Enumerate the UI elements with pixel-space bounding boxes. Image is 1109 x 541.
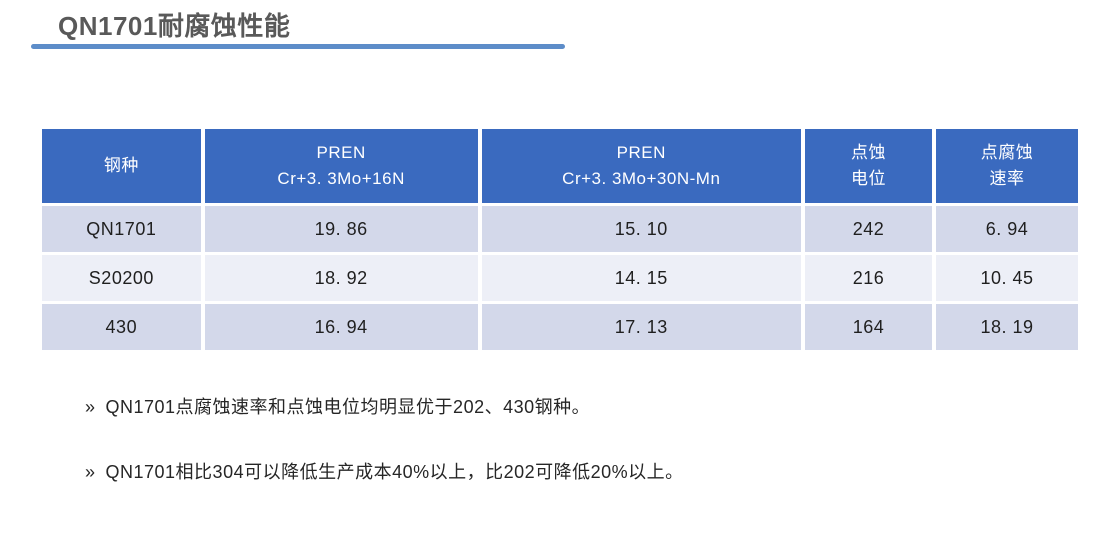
header-cell-steel-grade: 钢种	[42, 129, 201, 203]
table-cell-qn1701-pren16n: 19. 86	[204, 206, 478, 252]
note-text: QN1701点腐蚀速率和点蚀电位均明显优于202、430钢种。	[105, 397, 591, 417]
table-cell-qn1701-grade: QN1701	[42, 206, 201, 252]
header-line2: 电位	[851, 169, 887, 188]
header-cell-pren-30n-mn: PREN Cr+3. 3Mo+30N-Mn	[481, 129, 801, 203]
table-cell-s20200-pren16n: 18. 92	[204, 255, 478, 301]
header-line2: Cr+3. 3Mo+16N	[277, 169, 405, 188]
header-cell-pitting-corrosion-rate: 点腐蚀 速率	[936, 129, 1078, 203]
header-line1: 钢种	[103, 155, 139, 175]
header-line1: 点腐蚀	[980, 142, 1034, 162]
table-cell-430-pren30n: 17. 13	[481, 304, 801, 350]
header-line2: 速率	[989, 169, 1025, 188]
title-underline	[31, 44, 565, 49]
note-item-1: » QN1701点腐蚀速率和点蚀电位均明显优于202、430钢种。	[85, 393, 590, 419]
table-cell-430-potential: 164	[804, 304, 933, 350]
note-item-2: » QN1701相比304可以降低生产成本40%以上，比202可降低20%以上。	[85, 458, 684, 484]
table-cell-430-pren16n: 16. 94	[204, 304, 478, 350]
corrosion-performance-table: 钢种 PREN Cr+3. 3Mo+16N PREN Cr+3. 3Mo+30N-M…	[42, 129, 1078, 350]
table-cell-430-rate: 18. 19	[936, 304, 1078, 350]
header-line1: PREN	[616, 142, 666, 162]
header-line1: 点蚀	[851, 142, 887, 162]
table-cell-qn1701-pren30n: 15. 10	[481, 206, 801, 252]
table-cell-qn1701-rate: 6. 94	[936, 206, 1078, 252]
table-cell-430-grade: 430	[42, 304, 201, 350]
header-line1: PREN	[316, 142, 366, 162]
page-title: QN1701耐腐蚀性能	[58, 11, 291, 41]
header-line2: Cr+3. 3Mo+30N-Mn	[562, 169, 721, 188]
table-cell-qn1701-potential: 242	[804, 206, 933, 252]
note-bullet-marker: »	[85, 462, 96, 482]
note-bullet-marker: »	[85, 397, 96, 417]
table-cell-s20200-rate: 10. 45	[936, 255, 1078, 301]
note-text: QN1701相比304可以降低生产成本40%以上，比202可降低20%以上。	[105, 462, 684, 482]
table-cell-s20200-potential: 216	[804, 255, 933, 301]
header-cell-pren-16n: PREN Cr+3. 3Mo+16N	[204, 129, 478, 203]
table-cell-s20200-pren30n: 14. 15	[481, 255, 801, 301]
header-cell-pitting-potential: 点蚀 电位	[804, 129, 933, 203]
table-cell-s20200-grade: S20200	[42, 255, 201, 301]
